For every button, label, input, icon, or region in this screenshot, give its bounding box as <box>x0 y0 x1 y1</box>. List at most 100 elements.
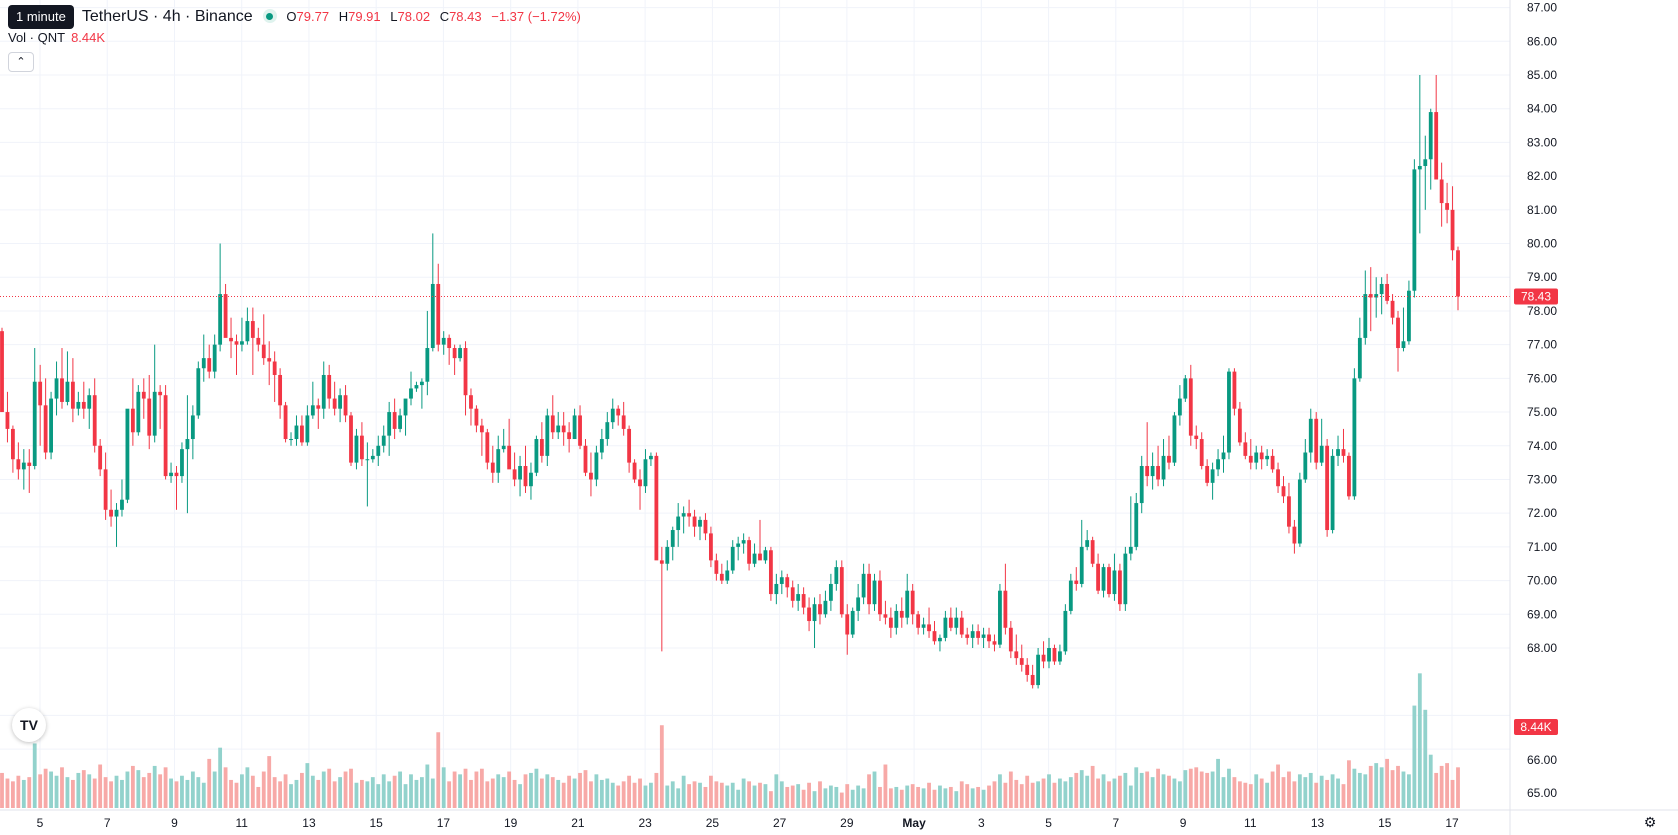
volume-bar <box>987 785 991 808</box>
candle <box>981 627 986 648</box>
candle <box>1352 368 1357 500</box>
candle-body <box>850 610 855 635</box>
candle-body <box>5 412 10 429</box>
volume-bar <box>267 756 272 808</box>
volume-bar <box>349 768 353 808</box>
candle <box>10 425 15 473</box>
candle-body <box>1030 674 1035 686</box>
volume-bar <box>605 778 610 808</box>
candle-body <box>594 452 599 480</box>
volume-bar <box>561 782 566 808</box>
candle-body <box>387 412 392 436</box>
candle <box>1396 310 1400 372</box>
symbol-title[interactable]: TetherUS · 4h · Binance <box>81 8 253 25</box>
candle-body <box>1341 449 1346 456</box>
candle <box>136 385 141 436</box>
time-tick-label: 9 <box>171 816 178 830</box>
volume-bar <box>1319 775 1324 808</box>
volume-bar <box>1390 770 1395 808</box>
volume-bar <box>289 784 293 808</box>
volume-bar <box>812 791 817 808</box>
candle <box>998 583 1002 648</box>
volume-bar <box>954 791 959 808</box>
candle-body <box>147 398 152 436</box>
volume-bar <box>1123 772 1128 808</box>
candle <box>479 418 484 456</box>
volume-bar <box>888 788 893 808</box>
volume-bar <box>392 775 397 808</box>
candle <box>278 368 283 419</box>
volume-legend[interactable]: Vol · QNT 8.44K <box>8 30 105 45</box>
volume-bar <box>114 775 119 808</box>
candle-body <box>1385 283 1390 301</box>
volume-bar <box>959 781 964 808</box>
candle <box>32 348 37 470</box>
volume-bar <box>1336 778 1340 808</box>
candle-body <box>125 408 130 500</box>
candle-body <box>747 540 751 564</box>
candle-body <box>1096 563 1100 591</box>
volume-bar <box>1439 765 1444 808</box>
candle-body <box>250 321 255 338</box>
volume-bar <box>1401 771 1406 808</box>
volume-bar <box>1090 765 1095 808</box>
candle-body <box>774 583 779 595</box>
candle-body <box>469 395 473 409</box>
candle-body <box>785 577 790 588</box>
candle <box>545 408 550 466</box>
volume-bar <box>681 775 686 808</box>
price-tick-label: 74.00 <box>1527 439 1557 453</box>
candle-body <box>136 391 141 433</box>
candle-body <box>790 587 795 601</box>
volume-bar <box>474 771 479 808</box>
candle <box>1036 648 1041 689</box>
interval-tooltip: 1 minute <box>8 5 74 29</box>
tradingview-logo[interactable]: TV <box>12 708 46 742</box>
candle <box>65 351 70 406</box>
candle <box>529 462 533 500</box>
candle <box>114 503 119 547</box>
collapse-legend-button[interactable]: ⌃ <box>8 52 34 72</box>
candle-body <box>414 385 419 389</box>
candle-body <box>823 600 828 615</box>
candle-body <box>1417 166 1422 170</box>
candle <box>512 452 517 487</box>
volume-bar <box>512 779 517 808</box>
price-tick-label: 70.00 <box>1527 574 1557 588</box>
candle-body <box>278 374 283 406</box>
candle <box>987 627 991 648</box>
candle-body <box>1336 449 1340 456</box>
candle-body <box>321 374 326 409</box>
volume-bar <box>441 767 446 808</box>
candle-body <box>1259 452 1264 460</box>
candle <box>485 428 490 470</box>
gear-icon[interactable]: ⚙ <box>1643 814 1657 830</box>
candle <box>1265 449 1270 466</box>
candle <box>916 610 921 635</box>
candle-body <box>627 428 632 463</box>
candle-body <box>496 449 501 473</box>
candle <box>643 449 648 493</box>
volume-bar <box>381 774 386 808</box>
volume-bar <box>1352 768 1357 808</box>
candle <box>196 361 201 419</box>
volume-bar <box>223 767 228 808</box>
volume-bar <box>316 779 321 808</box>
volume-bar <box>632 782 637 808</box>
candle <box>1090 536 1095 568</box>
candle <box>556 412 561 440</box>
candle-body <box>681 513 686 517</box>
candle <box>370 449 375 463</box>
candle <box>539 422 544 463</box>
close-label: C <box>439 9 450 24</box>
volume-bar <box>921 788 926 808</box>
time-tick-label: 13 <box>1311 816 1325 830</box>
volume-bar <box>758 782 762 808</box>
volume-bar <box>294 779 299 808</box>
candle-body <box>490 462 495 473</box>
volume-bar <box>207 758 212 808</box>
candle <box>158 385 163 429</box>
candle-body <box>1117 570 1122 605</box>
volume-bar <box>212 771 217 808</box>
